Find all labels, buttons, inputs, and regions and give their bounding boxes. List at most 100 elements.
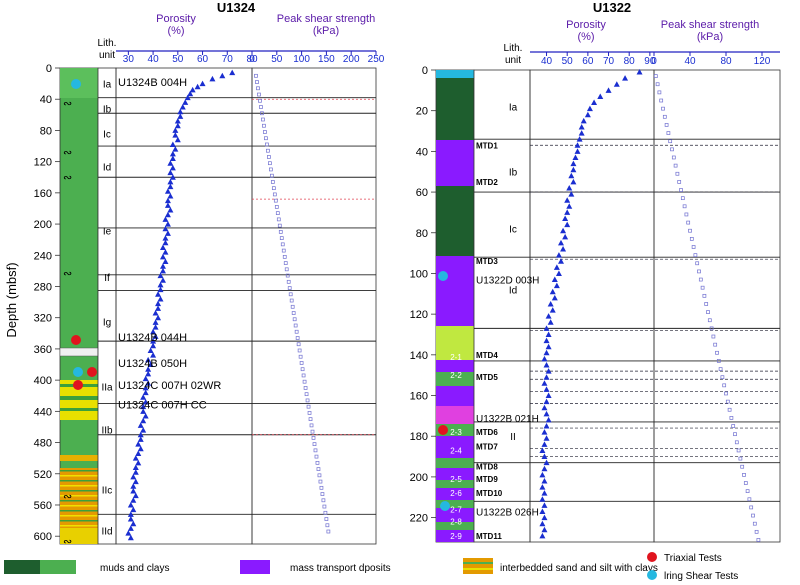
shear-point <box>262 123 266 128</box>
shear-point <box>718 367 723 371</box>
porosity-point <box>127 534 134 541</box>
depth-tick-label: 40 <box>40 94 52 106</box>
shear-point <box>296 342 301 347</box>
core-annotation: U1324C 007H CC <box>118 399 207 411</box>
porosity-point <box>174 136 181 143</box>
unit-label: Ic <box>103 130 111 141</box>
shear-point <box>259 105 263 109</box>
depth-tick-label: 560 <box>34 500 52 512</box>
shear-point <box>275 211 280 215</box>
core-annotation: U1322D 003H <box>476 276 539 287</box>
porosity-point <box>162 225 169 232</box>
shear-point <box>707 318 712 323</box>
unit-label: Ib <box>103 105 112 116</box>
porosity-point <box>545 392 552 399</box>
porosity-point <box>566 185 573 191</box>
shear-point <box>724 391 728 396</box>
unit-label: Ie <box>103 226 112 237</box>
shear-point <box>304 392 309 397</box>
porosity-point <box>132 455 139 461</box>
porosity-point <box>140 427 147 433</box>
porosity-point <box>162 239 169 246</box>
shear-point <box>734 440 739 445</box>
porosity-tick-label: 70 <box>222 54 234 65</box>
shear-point <box>287 286 292 290</box>
porosity-point <box>580 117 587 124</box>
shear-point <box>693 253 698 257</box>
porosity-point <box>570 178 577 185</box>
porosity-point <box>545 313 552 319</box>
legend-ring-icon <box>647 570 657 580</box>
shear-point <box>720 375 725 380</box>
depth-tick-label: 180 <box>410 431 428 443</box>
u1322-lith-band <box>436 480 474 488</box>
depth-tick-label: 400 <box>34 375 52 387</box>
u1322-lith-mtd11 <box>436 530 474 542</box>
porosity-point <box>164 230 171 236</box>
legend-swatch-sand <box>463 558 493 574</box>
shear-point <box>302 379 307 384</box>
mtd-label: MTD9 <box>476 475 498 484</box>
shear-point <box>261 117 265 122</box>
mtd-label: MTD8 <box>476 463 498 472</box>
mtd-label: MTD10 <box>476 489 503 498</box>
shear-point <box>291 311 296 315</box>
porosity-point <box>545 343 552 350</box>
shear-point <box>320 492 325 496</box>
unit-label: II <box>510 432 516 443</box>
shear-point <box>662 114 667 119</box>
porosity-point <box>584 111 591 118</box>
shear-point <box>306 404 311 409</box>
depth-tick-label: 0 <box>46 63 52 75</box>
legend-triaxial-icon <box>647 552 657 562</box>
porosity-point <box>159 263 166 269</box>
shear-point <box>323 510 328 515</box>
legend-swatch-sand-stripe <box>463 562 493 564</box>
porosity-point <box>622 75 629 81</box>
u1322-lith-label: Lith. <box>504 43 523 54</box>
u1322-lith-mtd6 <box>436 436 474 458</box>
shear-point <box>677 180 682 184</box>
porosity-point <box>162 235 169 241</box>
porosity-point <box>543 337 550 344</box>
shear-point <box>675 171 680 176</box>
porosity-point <box>543 459 550 466</box>
porosity-point <box>543 386 550 392</box>
porosity-point <box>130 497 137 503</box>
porosity-point <box>543 362 550 368</box>
porosity-point <box>145 370 152 377</box>
squiggle-icon: ∾ <box>63 172 72 184</box>
shear-point <box>657 90 662 95</box>
mtd-label: MTD7 <box>476 442 498 451</box>
porosity-point <box>172 146 179 152</box>
u1324-lith-label: Lith. <box>98 38 117 49</box>
porosity-point <box>169 155 176 162</box>
porosity-point <box>539 532 546 539</box>
shear-tick-label: 50 <box>271 54 283 65</box>
porosity-point <box>132 478 139 485</box>
shear-point <box>289 298 294 303</box>
shear-tick-label: 80 <box>720 56 732 67</box>
shear-point <box>307 411 312 415</box>
porosity-point <box>558 258 564 264</box>
unit-label: Id <box>509 286 517 297</box>
porosity-point <box>541 490 548 496</box>
shear-point <box>265 142 269 147</box>
legend-swatch-muds-dark <box>4 560 40 574</box>
porosity-tick-label: 40 <box>148 54 160 65</box>
depth-tick-label: 80 <box>40 125 52 137</box>
porosity-point <box>560 246 567 252</box>
shear-point <box>268 167 273 172</box>
depth-tick-label: 80 <box>416 228 428 240</box>
porosity-point <box>150 342 157 349</box>
shear-point <box>308 417 313 421</box>
depth-tick-label: 440 <box>34 406 52 418</box>
porosity-point <box>574 142 581 148</box>
porosity-point <box>564 197 571 203</box>
porosity-point <box>543 435 550 441</box>
shear-point <box>711 334 716 339</box>
porosity-point <box>545 331 552 337</box>
sand-stripe <box>60 505 98 507</box>
porosity-point <box>570 166 577 173</box>
shear-point <box>269 173 274 178</box>
